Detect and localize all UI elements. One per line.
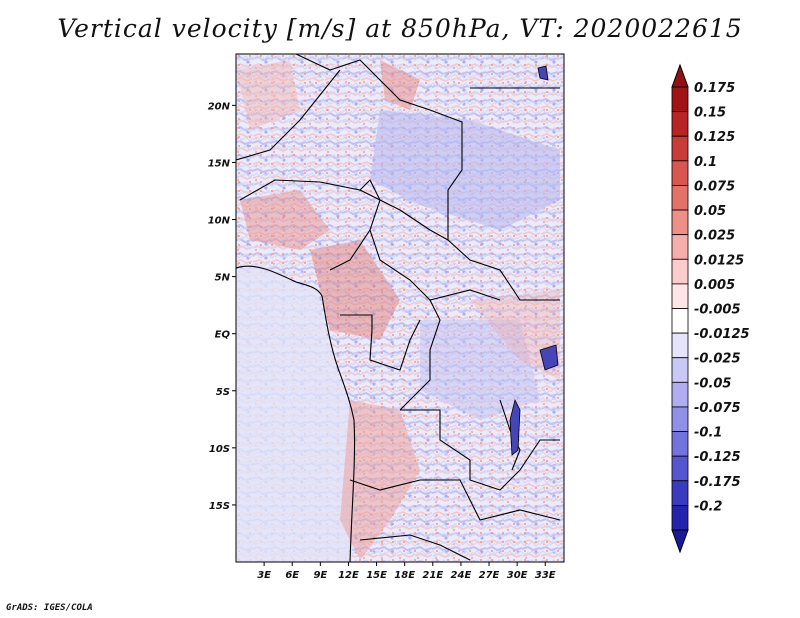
colorbar-swatch xyxy=(671,357,689,383)
colorbar-swatch xyxy=(671,234,689,260)
colorbar-label: -0.125 xyxy=(694,450,741,465)
lat-tick-label: 5N xyxy=(215,273,231,284)
colorbar-label: 0.175 xyxy=(694,81,735,96)
colorbar-label: -0.1 xyxy=(694,426,722,441)
colorbar-swatch xyxy=(671,160,689,186)
colorbar-label: 0.075 xyxy=(694,179,735,194)
lat-tick-label: 20N xyxy=(208,101,231,112)
lon-tick-label: 30E xyxy=(507,570,528,581)
lon-tick-label: 15E xyxy=(366,570,387,581)
colorbar-swatch xyxy=(671,381,689,408)
colorbar-label: -0.005 xyxy=(694,303,741,318)
longitude-axis: 3E 6E 9E 12E 15E 18E 21E 24E 27E 30E 33E xyxy=(257,562,556,581)
colorbar-swatch xyxy=(671,135,689,162)
lat-tick-label: 10S xyxy=(209,444,230,455)
colorbar-label: -0.05 xyxy=(694,376,731,391)
colorbar-swatch xyxy=(671,185,689,211)
lon-tick-label: 21E xyxy=(422,570,443,581)
lon-tick-label: 6E xyxy=(285,570,299,581)
map-panel: 20N 15N 10N 5N EQ 5S 10S 15S 3E 6E 9E 12E 15E 18E 21E… xyxy=(208,53,565,581)
colorbar-swatch xyxy=(671,209,689,236)
colorbar-label: -0.2 xyxy=(694,499,722,514)
colorbar-swatch xyxy=(671,480,689,506)
lat-tick-label: 15N xyxy=(208,158,231,169)
colorbar-swatch xyxy=(671,504,689,531)
colorbar-label: -0.175 xyxy=(694,475,741,490)
colorbar-label: 0.005 xyxy=(694,278,735,293)
grads-credit: GrADS: IGES/COLA xyxy=(6,603,93,613)
colorbar-swatch xyxy=(671,332,689,359)
colorbar-label: 0.1 xyxy=(694,155,717,170)
vertical-velocity-field xyxy=(236,54,564,562)
colorbar-swatch xyxy=(671,455,689,482)
colorbar-swatch xyxy=(671,406,689,432)
lat-tick-label: 5S xyxy=(216,387,230,398)
lon-tick-label: 9E xyxy=(313,570,327,581)
lon-tick-label: 18E xyxy=(394,570,415,581)
latitude-axis: 20N 15N 10N 5N EQ 5S 10S 15S xyxy=(208,101,236,512)
lon-tick-label: 24E xyxy=(451,570,472,581)
colorbar-label: 0.0125 xyxy=(694,253,744,268)
colorbar: 0.175 0.15 0.125 0.1 0.075 0.05 0.025 0.0125 0.0… xyxy=(671,63,750,554)
colorbar-swatch xyxy=(671,308,689,334)
colorbar-label: 0.05 xyxy=(694,204,726,219)
colorbar-label: 0.15 xyxy=(694,106,726,121)
lon-tick-label: 12E xyxy=(338,570,359,581)
colorbar-label: -0.025 xyxy=(694,352,741,367)
colorbar-swatch xyxy=(671,111,689,137)
colorbar-swatch xyxy=(671,86,689,113)
colorbar-swatch xyxy=(671,258,689,285)
map-title: Vertical velocity [m/s] at 850hPa, VT: 2… xyxy=(57,14,743,43)
colorbar-label: 0.125 xyxy=(694,130,735,145)
lat-tick-label: EQ xyxy=(215,330,231,341)
lon-tick-label: 3E xyxy=(257,570,271,581)
colorbar-swatch xyxy=(671,431,689,457)
colorbar-swatch xyxy=(671,283,689,309)
colorbar-top-arrow xyxy=(671,63,689,88)
lat-tick-label: 15S xyxy=(209,501,230,512)
colorbar-label: -0.075 xyxy=(694,401,741,416)
colorbar-bottom-arrow xyxy=(671,529,689,554)
lat-tick-label: 10N xyxy=(208,216,231,227)
colorbar-label: -0.0125 xyxy=(694,327,750,342)
lon-tick-label: 33E xyxy=(535,570,556,581)
lon-tick-label: 27E xyxy=(479,570,500,581)
colorbar-label: 0.025 xyxy=(694,229,735,244)
map-frame xyxy=(235,53,565,563)
